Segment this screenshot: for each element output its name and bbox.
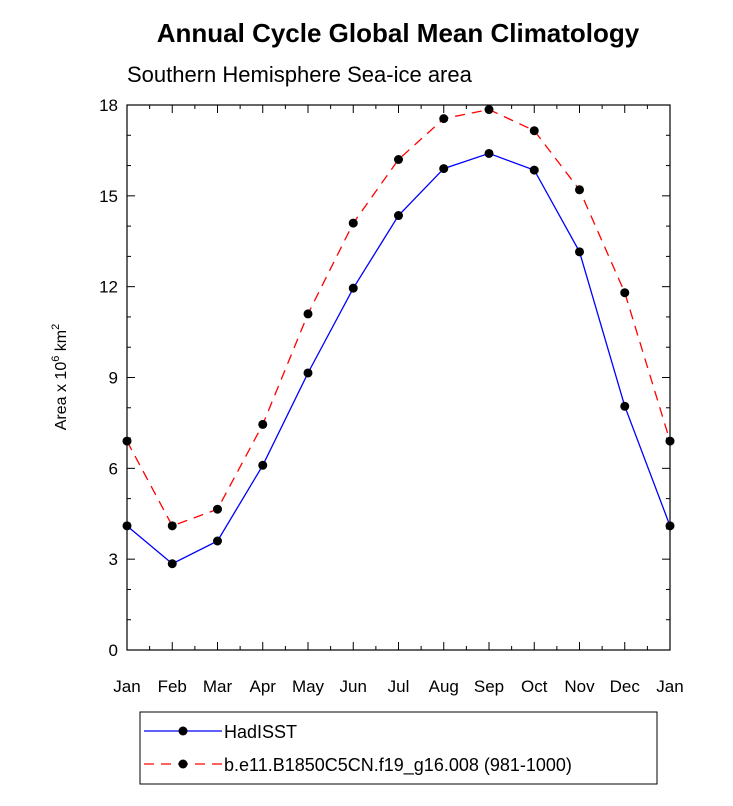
x-tick-label: Jun <box>340 677 367 696</box>
series-0-point <box>439 164 449 174</box>
series-0-point <box>665 521 675 531</box>
chart-title: Annual Cycle Global Mean Climatology <box>157 18 640 48</box>
chart-subtitle: Southern Hemisphere Sea-ice area <box>127 62 473 87</box>
series-1-point <box>529 126 539 136</box>
series-0-point <box>529 165 539 175</box>
x-tick-label: Jan <box>113 677 140 696</box>
legend-marker-hadisst <box>178 726 188 736</box>
series-0-point <box>122 521 132 531</box>
series-1-point <box>439 114 449 124</box>
x-tick-label: May <box>292 677 325 696</box>
series-0-point <box>620 401 630 411</box>
x-tick-label: Aug <box>429 677 459 696</box>
y-axis-label-main: Area x 10 <box>53 362 70 431</box>
y-tick-label: 15 <box>99 187 118 206</box>
y-tick-label: 6 <box>109 459 118 478</box>
legend-label-hadisst: HadISST <box>224 722 297 742</box>
y-tick-label: 12 <box>99 278 118 297</box>
y-tick-label: 0 <box>109 641 118 660</box>
x-tick-label: Jul <box>388 677 410 696</box>
legend-box <box>139 711 658 785</box>
series-1-point <box>484 105 494 115</box>
series-0-point <box>258 460 268 470</box>
x-tick-label: Jan <box>656 677 683 696</box>
y-tick-label: 3 <box>109 550 118 569</box>
x-tick-label: Mar <box>203 677 233 696</box>
series-1-point <box>122 436 132 446</box>
series-1-point <box>213 504 222 514</box>
plot-area: Jan Feb Mar Apr May Jun Jul Aug Sep Oct Nov Dec Jan 0… <box>99 96 684 696</box>
y-tick-label: 9 <box>109 369 118 388</box>
series-1-point <box>394 155 403 164</box>
y-axis-label-unit: km <box>53 330 70 356</box>
y-axis-label-exponent: 6 <box>50 356 62 362</box>
y-axis-label-unit-exponent: 2 <box>50 324 62 330</box>
series-1-point <box>620 288 630 298</box>
plot-frame <box>126 104 671 651</box>
series-line-1 <box>126 108 671 527</box>
series-1-point <box>303 309 313 319</box>
series-1-point <box>348 218 358 228</box>
x-tick-label: Feb <box>158 677 187 696</box>
series-1-point <box>258 419 268 429</box>
y-axis-label: Area x 106 km2 <box>50 324 70 431</box>
series-0-point <box>213 536 222 546</box>
series-1-point <box>575 185 584 195</box>
legend-marker-model <box>178 759 188 769</box>
series-0-point <box>484 148 494 158</box>
y-tick-label: 18 <box>99 96 118 115</box>
x-tick-label: Nov <box>564 677 595 696</box>
series-0-point <box>348 283 358 293</box>
series-0-point <box>167 559 177 569</box>
series-0-point <box>394 211 403 221</box>
series-1-point <box>665 436 675 446</box>
series-0-point <box>303 368 313 378</box>
x-tick-label: Apr <box>250 677 277 696</box>
series-0-point <box>575 247 584 257</box>
legend: HadISST b.e11.B1850C5CN.f19_g16.008 (981… <box>139 711 658 785</box>
series-1-point <box>167 521 177 531</box>
legend-label-model: b.e11.B1850C5CN.f19_g16.008 (981-1000) <box>224 755 572 776</box>
x-tick-label: Dec <box>610 677 641 696</box>
x-tick-label: Oct <box>521 677 548 696</box>
x-tick-label: Sep <box>474 677 504 696</box>
